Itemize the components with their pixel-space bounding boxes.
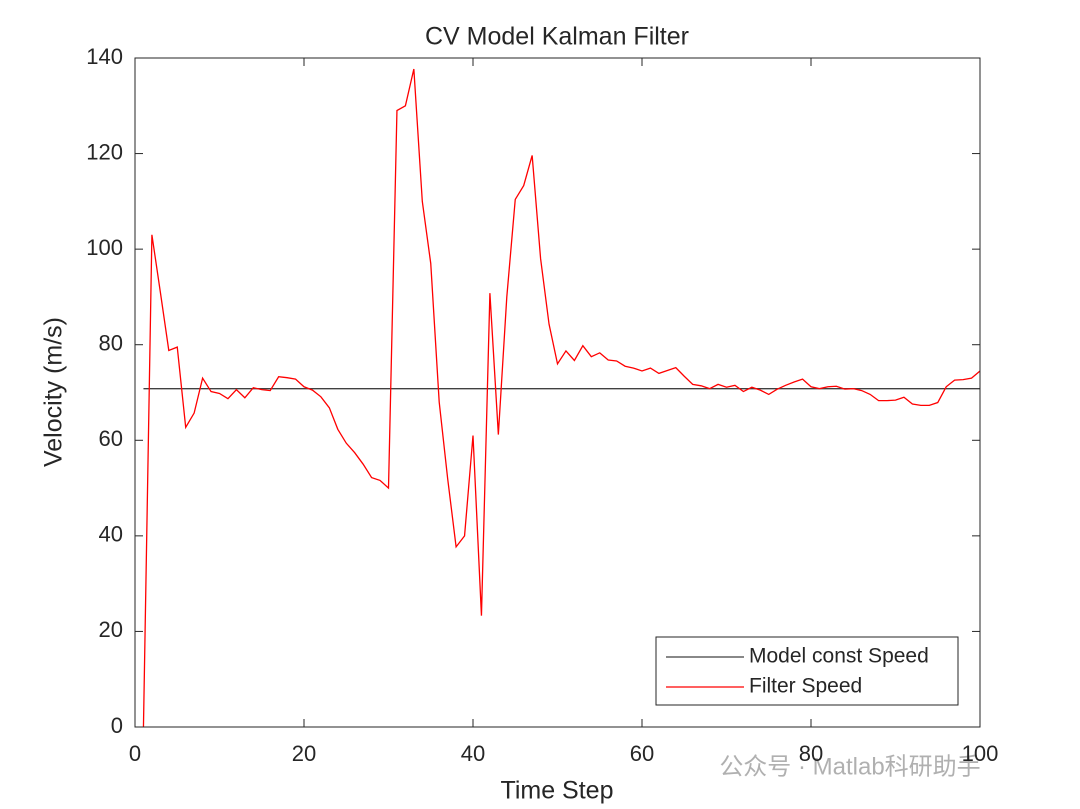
y-tick-label: 120 xyxy=(86,139,123,164)
x-tick-label: 0 xyxy=(129,741,141,766)
y-tick-label: 140 xyxy=(86,44,123,69)
x-axis-label: Time Step xyxy=(500,777,613,805)
y-axis-label: Velocity (m/s) xyxy=(40,317,68,467)
y-tick-label: 60 xyxy=(99,426,123,451)
x-tick-label: 40 xyxy=(461,741,485,766)
chart-title: CV Model Kalman Filter xyxy=(425,23,689,51)
x-tick-label: 60 xyxy=(630,741,654,766)
legend-box xyxy=(655,636,959,706)
series-line xyxy=(142,68,981,728)
y-tick-label: 100 xyxy=(86,235,123,260)
x-tick-label: 80 xyxy=(799,741,823,766)
plot-frame xyxy=(134,57,981,728)
y-tick-label: 80 xyxy=(99,331,123,356)
x-tick-label: 100 xyxy=(962,741,999,766)
y-tick-label: 40 xyxy=(99,522,123,547)
x-tick-label: 20 xyxy=(292,741,316,766)
legend-label: Filter Speed xyxy=(749,675,862,698)
y-tick-label: 20 xyxy=(99,617,123,642)
watermark: 公众号 · Matlab科研助手 xyxy=(719,753,980,780)
y-tick-label: 0 xyxy=(111,713,123,738)
legend-label: Model const Speed xyxy=(749,645,929,668)
